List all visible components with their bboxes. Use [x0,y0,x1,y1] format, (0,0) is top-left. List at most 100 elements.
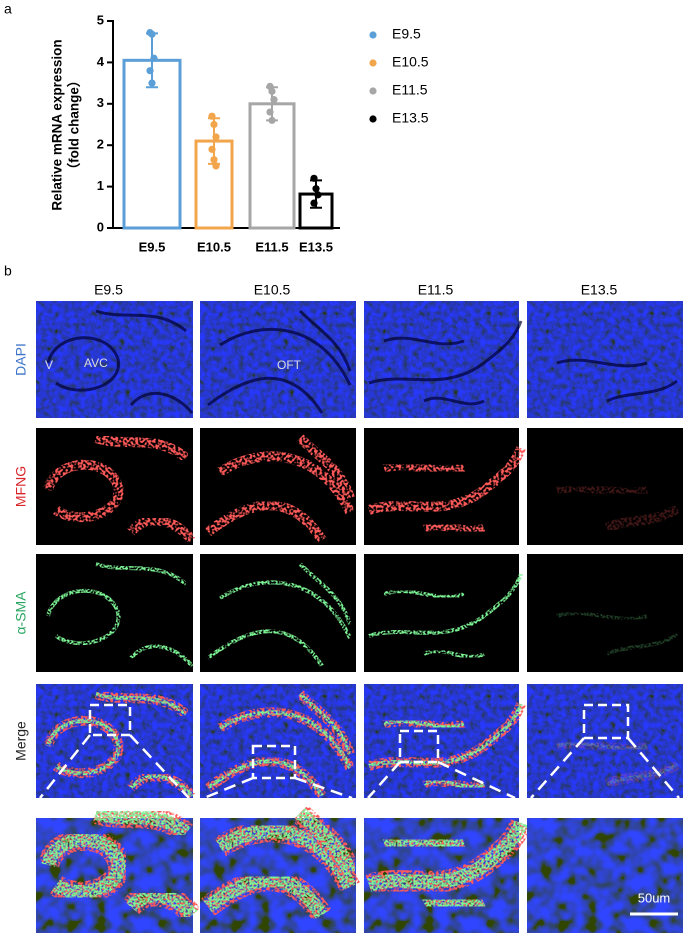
column-label: E10.5 [254,282,291,298]
mfng-signal [555,482,649,498]
tissue-border [556,358,648,368]
mfng-signal [217,451,355,515]
legend-label: E10.5 [392,54,429,70]
y-tick-label: 1 [97,178,104,193]
data-point [212,162,220,170]
sma-signal [41,832,126,900]
legend-marker [369,31,377,39]
region-annotation: OFT [277,358,302,372]
scale-bar-label: 50um [638,890,671,905]
sma-signal [95,562,188,586]
legend-label: E13.5 [392,110,429,126]
micrograph [36,301,194,418]
nuclei-stain [36,301,193,418]
tissue-border [46,336,120,392]
zoom-box [251,744,297,780]
micrograph [364,554,523,672]
sma-signal [606,632,679,656]
y-tick-label: 2 [97,137,104,152]
column-label: E13.5 [581,282,618,298]
tissue-border [95,309,187,333]
zoom-box [582,703,630,740]
y-tick-label: 3 [97,95,104,110]
sma-signal [381,833,467,853]
micrograph-background [364,554,519,672]
sma-signal [203,873,328,919]
mfng-signal [367,446,526,515]
micrograph [200,554,356,672]
sma-signal [420,893,488,913]
sma-signal [46,718,121,776]
micrograph-background [200,554,356,672]
column-label: E11.5 [418,282,454,298]
nuclei-stain [200,301,356,418]
sma-signal [556,741,648,751]
sma-signal [206,629,324,668]
micrograph [36,684,196,800]
nuclei-stain [527,818,683,933]
y-tick-label: 0 [97,219,104,234]
tissue-border [383,336,465,346]
data-point [148,30,156,38]
nuclei-stain [527,684,683,798]
mfng-signal [382,460,466,476]
data-point [312,185,320,193]
data-point [210,120,218,129]
y-tick-label: 4 [97,54,105,69]
data-point [314,191,322,199]
panel-label: a [4,1,12,17]
tissue-border [423,396,485,406]
micrograph [527,818,683,933]
sma-signal [298,692,352,755]
micrograph [200,684,356,799]
mfng-signal [204,500,327,543]
legend-marker [369,115,377,123]
tissue-border [207,376,324,414]
micrograph [364,301,523,418]
micrograph [36,428,196,545]
sma-signal [129,644,194,668]
data-point [210,156,218,164]
sma-signal [295,808,357,876]
sma-signal [298,562,352,625]
nuclei-stain [364,301,519,418]
row-label: Merge [13,721,29,761]
row-label: MFNG [13,466,29,507]
nuclei-stain [527,301,683,418]
data-point [148,79,156,87]
sma-signal [125,888,198,920]
tissue-border [606,379,678,403]
data-point [266,108,274,116]
micrograph-background [36,554,193,672]
zoom-guide [39,734,190,799]
sma-signal [368,703,523,768]
sma-signal [129,774,194,798]
data-point [146,67,154,75]
micrograph [527,684,683,798]
y-axis-label: （fold change） [67,74,82,177]
sma-signal [423,649,485,659]
mfng-signal [421,520,487,536]
legend-marker [369,87,377,95]
data-point [268,87,276,95]
legend-marker [369,59,377,67]
data-point [208,145,216,153]
x-tick-label: E9.5 [139,239,166,254]
mfng-signal [94,433,190,462]
sma-signal [93,806,191,839]
micrograph [200,428,356,545]
micrograph [364,428,526,545]
mfng-signal [296,434,355,500]
sma-signal [383,719,465,729]
sma-signal [383,589,465,599]
legend-label: E11.5 [392,82,428,98]
sma-signal [368,573,523,638]
micrograph [527,554,683,672]
row-label: α-SMA [13,591,29,635]
sma-signal [206,759,324,798]
tissue-border [298,309,352,372]
data-point [268,116,276,124]
x-tick-label: E13.5 [299,239,333,254]
data-point [208,112,216,120]
tissue-border [219,327,352,386]
